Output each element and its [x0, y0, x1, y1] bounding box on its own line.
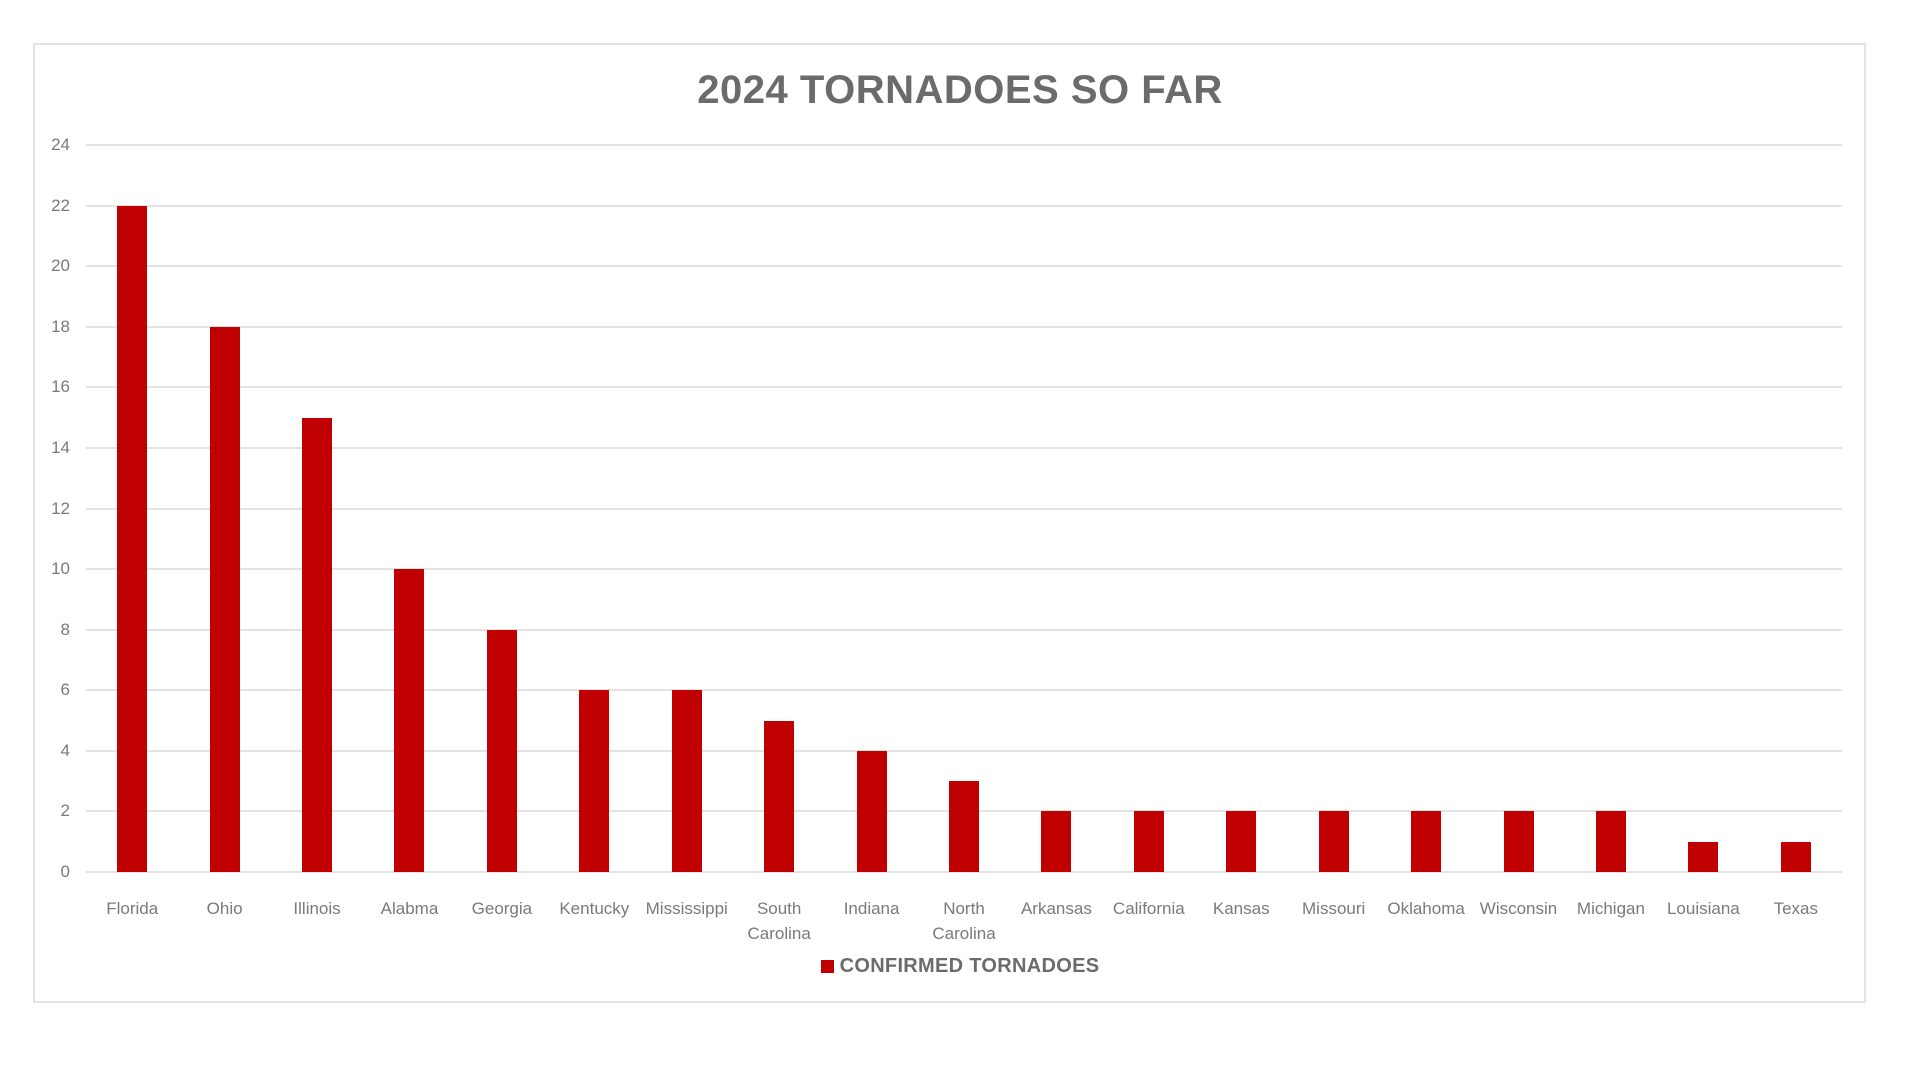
plot-area: 0 2 4 6 8 10 12 14 16 18 20 22 24: [51, 135, 1842, 881]
legend: CONFIRMED TORNADOES: [0, 955, 1920, 978]
bar: [1780, 841, 1811, 872]
y-tick-label: 16: [51, 377, 70, 397]
x-tick-label: Georgia: [471, 899, 533, 918]
y-tick-label: 6: [60, 680, 70, 700]
bar: [1226, 811, 1257, 872]
bar: [117, 205, 148, 872]
x-tick-label: Kentucky: [559, 899, 630, 918]
x-tick-label: Ohio: [206, 899, 243, 918]
x-tick-label: South Carolina: [747, 899, 811, 943]
x-tick-label: Louisiana: [1666, 899, 1740, 918]
y-tick-label: 4: [60, 740, 70, 760]
y-tick-label: 24: [51, 135, 70, 154]
bar: [1133, 811, 1164, 872]
y-tick-label: 22: [51, 195, 70, 215]
bar: [1411, 811, 1442, 872]
gridline: [86, 628, 1842, 631]
chart-title: 2024 TORNADOES SO FAR: [697, 68, 1223, 112]
bar: [671, 690, 702, 872]
gridline: [86, 871, 1842, 873]
bar: [1688, 841, 1719, 872]
gridline: [86, 265, 1842, 268]
gridline: [86, 204, 1842, 207]
bar: [302, 417, 333, 872]
bar: [1041, 811, 1072, 872]
x-tick-label: Michigan: [1576, 899, 1645, 918]
bar: [579, 690, 610, 872]
y-tick-label: 0: [60, 862, 70, 881]
gridline: [86, 386, 1842, 389]
bar: [949, 781, 979, 872]
legend-label: CONFIRMED TORNADOES: [839, 955, 1100, 977]
gridline: [86, 568, 1842, 571]
x-tick-label: Indiana: [843, 899, 900, 918]
bar: [856, 750, 887, 872]
bar: [1503, 811, 1534, 872]
x-tick-label: Illinois: [293, 899, 341, 918]
y-tick-label: 14: [51, 437, 70, 457]
gridline: [86, 689, 1842, 692]
y-tick-label: 20: [51, 256, 70, 276]
x-tick-label: Oklahoma: [1387, 899, 1465, 918]
legend-swatch-icon: [820, 960, 834, 973]
bar: [1318, 811, 1349, 872]
x-tick-label: Arkansas: [1020, 899, 1092, 918]
gridline: [86, 507, 1842, 510]
y-tick-label: 2: [60, 801, 70, 821]
bar: [394, 569, 425, 872]
x-tick-label: Florida: [106, 899, 159, 918]
bar: [1595, 811, 1626, 872]
y-tick-label: 18: [51, 316, 70, 336]
gridline: [86, 325, 1842, 328]
y-tick-label: 12: [51, 498, 70, 518]
x-tick-label: California: [1112, 899, 1185, 918]
x-tick-label: Texas: [1773, 899, 1818, 918]
x-tick-label: North Carolina: [932, 899, 996, 943]
bar: [486, 629, 517, 872]
y-tick-label: 8: [60, 619, 70, 639]
gridline: [86, 144, 1842, 146]
bar: [764, 720, 795, 872]
x-tick-label: Kansas: [1212, 899, 1270, 918]
x-tick-label: Mississippi: [645, 899, 728, 918]
x-tick-label: Wisconsin: [1479, 899, 1558, 918]
bar: [209, 326, 240, 872]
y-tick-label: 10: [51, 559, 70, 579]
x-tick-label: Alabma: [380, 899, 439, 918]
gridline: [86, 749, 1842, 752]
gridline: [86, 446, 1842, 449]
x-tick-label: Missouri: [1302, 899, 1366, 918]
